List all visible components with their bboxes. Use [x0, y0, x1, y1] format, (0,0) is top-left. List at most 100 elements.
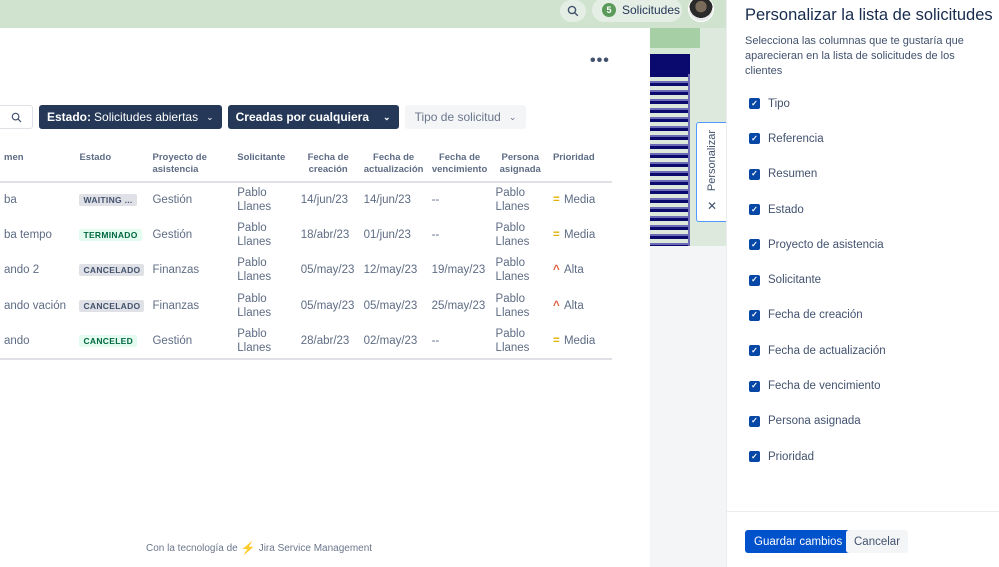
jira-logo-icon: ⚡ — [240, 541, 256, 555]
table-row[interactable]: ando 2 CANCELADO Finanzas Pablo Llanes 0… — [0, 253, 612, 288]
checkbox-checked-icon[interactable]: ✓ — [749, 168, 760, 180]
cell-fecha-creacion: 05/may/23 — [300, 299, 355, 312]
checkbox-checked-icon[interactable]: ✓ — [749, 380, 760, 392]
column-checkbox-estado[interactable]: ✓ Estado — [749, 192, 886, 227]
column-checkbox-proyecto[interactable]: ✓ Proyecto de asistencia — [749, 227, 886, 262]
cell-fecha-creacion: 05/may/23 — [300, 264, 355, 277]
checkbox-checked-icon[interactable]: ✓ — [749, 451, 760, 463]
column-header-proyecto[interactable]: Proyecto de asistencia — [148, 148, 234, 183]
cell-fecha-vencimiento: 19/may/23 — [431, 264, 486, 277]
column-header-fecha-actualizacion[interactable]: Fecha de actualización — [359, 148, 428, 183]
personalize-tab[interactable]: Personalizar ✕ — [696, 122, 726, 222]
checkbox-checked-icon[interactable]: ✓ — [749, 415, 760, 427]
checkbox-checked-icon[interactable]: ✓ — [749, 274, 760, 286]
requests-count-badge: 5 — [602, 3, 616, 17]
column-header-fecha-vencimiento[interactable]: Fecha de vencimiento — [427, 148, 492, 183]
chevron-down-icon: ⌄ — [206, 111, 214, 122]
background-art — [688, 74, 690, 246]
priority-high-icon: ^ — [552, 299, 560, 312]
request-search-input[interactable] — [0, 105, 33, 129]
request-type-filter-dropdown[interactable]: Tipo de solicitud ⌄ — [404, 105, 527, 129]
table-row[interactable]: ando CANCELED Gestión Pablo Llanes 28/ab… — [0, 323, 612, 360]
panel-footer: Guardar cambios Cancelar — [727, 511, 999, 567]
priority-medium-icon: = — [552, 334, 560, 347]
cell-resumen[interactable]: ba — [4, 194, 17, 207]
footer-prefix: Con la tecnología de — [146, 542, 238, 554]
table-row[interactable]: ando vación CANCELADO Finanzas Pablo Lla… — [0, 288, 612, 323]
footer-brand-link[interactable]: Jira Service Management — [258, 542, 373, 554]
top-bar: 5 Solicitudes — [0, 0, 726, 28]
column-checkbox-fecha-actualizacion[interactable]: ✓ Fecha de actualización — [749, 333, 886, 368]
cell-persona-asignada: Pablo Llanes — [495, 257, 530, 284]
chevron-down-icon: ⌄ — [383, 111, 391, 122]
checkbox-checked-icon[interactable]: ✓ — [749, 239, 760, 251]
cell-fecha-actualizacion: 14/jun/23 — [363, 194, 411, 207]
checkbox-checked-icon[interactable]: ✓ — [749, 98, 760, 110]
cell-resumen[interactable]: ando vación — [4, 299, 67, 312]
created-by-filter-label: Creadas por cualquiera — [235, 110, 370, 124]
status-filter-dropdown[interactable]: Estado: Solicitudes abiertas ⌄ — [39, 105, 222, 129]
priority-label: Media — [563, 229, 596, 242]
column-header-resumen[interactable]: men — [0, 148, 76, 183]
search-icon — [567, 5, 579, 17]
column-header-persona-asignada[interactable]: Persona asignada — [491, 148, 549, 183]
cell-fecha-vencimiento: -- — [431, 229, 440, 242]
column-checkbox-fecha-creacion[interactable]: ✓ Fecha de creación — [749, 298, 886, 333]
cell-resumen[interactable]: ba tempo — [4, 229, 52, 242]
filters-bar: Estado: Solicitudes abiertas ⌄ Creadas p… — [0, 105, 527, 129]
column-checkbox-prioridad[interactable]: ✓ Prioridad — [749, 439, 886, 474]
cell-solicitante: Pablo Llanes — [237, 187, 272, 214]
column-checkbox-persona-asignada[interactable]: ✓ Persona asignada — [749, 404, 886, 439]
cell-resumen[interactable]: ando — [0, 323, 76, 360]
table-row[interactable]: ba WAITING ... Gestión Pablo Llanes 14/j… — [0, 182, 612, 217]
cell-estado: CANCELADO — [75, 253, 148, 288]
cell-persona-asignada: Pablo Llanes — [491, 323, 549, 360]
requests-button[interactable]: 5 Solicitudes — [592, 0, 682, 22]
column-checkbox-solicitante[interactable]: ✓ Solicitante — [749, 262, 886, 297]
cell-fecha-creacion: 28/abr/23 — [296, 323, 360, 360]
requests-card: ••• Estado: Solicitudes abiertas ⌄ Cread… — [0, 28, 650, 567]
cell-persona-asignada: Pablo Llanes — [495, 292, 530, 319]
priority-label: Media — [563, 194, 596, 207]
more-actions-button[interactable]: ••• — [590, 52, 610, 69]
column-header-solicitante[interactable]: Solicitante — [233, 148, 297, 183]
background-art — [650, 74, 690, 246]
cell-proyecto: Finanzas — [152, 299, 200, 312]
save-changes-button[interactable]: Guardar cambios — [745, 530, 852, 553]
cancel-button[interactable]: Cancelar — [846, 530, 909, 553]
column-checkbox-fecha-vencimiento[interactable]: ✓ Fecha de vencimiento — [749, 368, 886, 403]
cell-estado: CANCELADO — [75, 288, 148, 323]
status-badge: CANCELADO — [79, 264, 145, 277]
panel-description: Selecciona las columnas que te gustaría … — [745, 35, 964, 77]
column-header-fecha-creacion[interactable]: Fecha de creación — [296, 148, 360, 183]
cell-resumen[interactable]: ando 2 — [4, 264, 40, 277]
priority-high-icon: ^ — [552, 264, 560, 277]
column-header-prioridad[interactable]: Prioridad — [548, 148, 612, 183]
panel-title: Personalizar la lista de solicitudes — [745, 6, 993, 24]
column-header-estado[interactable]: Estado — [75, 148, 149, 183]
background-area — [650, 246, 726, 567]
checkbox-checked-icon[interactable]: ✓ — [749, 309, 760, 321]
table-row[interactable]: ba tempo TERMINADO Gestión Pablo Llanes … — [0, 217, 612, 252]
column-checkbox-tipo[interactable]: ✓ Tipo — [749, 86, 886, 121]
top-search-button[interactable] — [560, 0, 586, 22]
column-checkbox-resumen[interactable]: ✓ Resumen — [749, 157, 886, 192]
checkbox-checked-icon[interactable]: ✓ — [749, 345, 760, 357]
checkbox-checked-icon[interactable]: ✓ — [749, 204, 760, 216]
close-icon[interactable]: ✕ — [706, 199, 718, 213]
avatar[interactable] — [688, 0, 714, 22]
column-checkbox-referencia[interactable]: ✓ Referencia — [749, 121, 886, 156]
created-by-filter-dropdown[interactable]: Creadas por cualquiera ⌄ — [227, 105, 399, 129]
powered-by-footer: Con la tecnología de ⚡ Jira Service Mana… — [146, 541, 372, 555]
cell-solicitante: Pablo Llanes — [233, 323, 297, 360]
cell-fecha-actualizacion: 05/may/23 — [363, 299, 418, 312]
cell-fecha-vencimiento: 25/may/23 — [431, 299, 486, 312]
priority-medium-icon: = — [552, 229, 560, 242]
priority-label: Alta — [563, 264, 584, 277]
cell-solicitante: Pablo Llanes — [237, 257, 272, 284]
priority-label: Alta — [563, 299, 584, 312]
cell-estado: WAITING ... — [75, 182, 148, 217]
checkbox-checked-icon[interactable]: ✓ — [749, 133, 760, 145]
cell-proyecto: Gestión — [152, 194, 193, 207]
column-checkbox-list: ✓ Tipo ✓ Referencia ✓ Resumen ✓ Estado ✓ Proy… — [749, 86, 886, 474]
